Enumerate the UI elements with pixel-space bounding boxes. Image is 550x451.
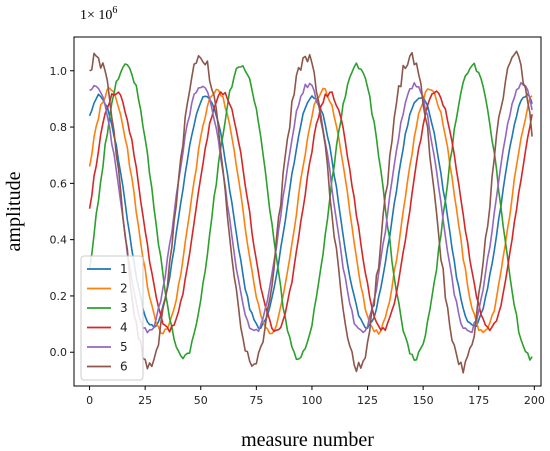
y-tick-label: 1.0 xyxy=(50,65,68,78)
y-tick-label: 0.4 xyxy=(50,234,68,247)
series-line-3 xyxy=(88,62,533,361)
x-tick-label: 75 xyxy=(249,394,263,407)
y-scale-label: 1× 106 xyxy=(80,5,117,23)
plot-area xyxy=(73,36,542,387)
legend-label: 2 xyxy=(120,282,128,296)
series-layer xyxy=(88,50,533,374)
y-tick-label: 0.8 xyxy=(50,121,68,134)
series-line-6 xyxy=(89,50,533,374)
y-axis-title: amplitude xyxy=(3,171,25,251)
x-tick-label: 0 xyxy=(86,394,93,407)
x-tick-label: 175 xyxy=(468,394,489,407)
x-tick-label: 150 xyxy=(413,394,434,407)
x-tick-label: 200 xyxy=(524,394,545,407)
x-tick-label: 25 xyxy=(138,394,152,407)
y-scale-base: 1× 10 xyxy=(80,8,112,23)
legend-label: 5 xyxy=(120,340,128,354)
y-axis: 0.0 0.2 0.4 0.6 0.8 1.0 xyxy=(50,65,74,359)
x-tick-label: 100 xyxy=(301,394,322,407)
x-tick-label: 125 xyxy=(357,394,378,407)
legend: 1 2 3 4 5 6 xyxy=(80,255,144,381)
legend-label: 1 xyxy=(120,262,128,276)
y-tick-label: 0.6 xyxy=(50,177,68,190)
legend-label: 3 xyxy=(120,301,128,315)
y-scale-exponent: 6 xyxy=(112,5,117,16)
y-tick-label: 0.2 xyxy=(50,290,68,303)
legend-label: 4 xyxy=(120,321,128,335)
legend-box xyxy=(80,255,144,381)
series-line-5 xyxy=(89,81,533,334)
x-tick-label: 50 xyxy=(194,394,208,407)
x-axis-title: measure number xyxy=(241,429,374,451)
x-axis: 0 25 50 75 100 125 150 175 200 xyxy=(86,386,545,407)
legend-label: 6 xyxy=(120,360,128,374)
series-line-4 xyxy=(88,90,533,333)
series-line-2 xyxy=(88,87,533,335)
y-tick-label: 0.0 xyxy=(50,346,68,359)
